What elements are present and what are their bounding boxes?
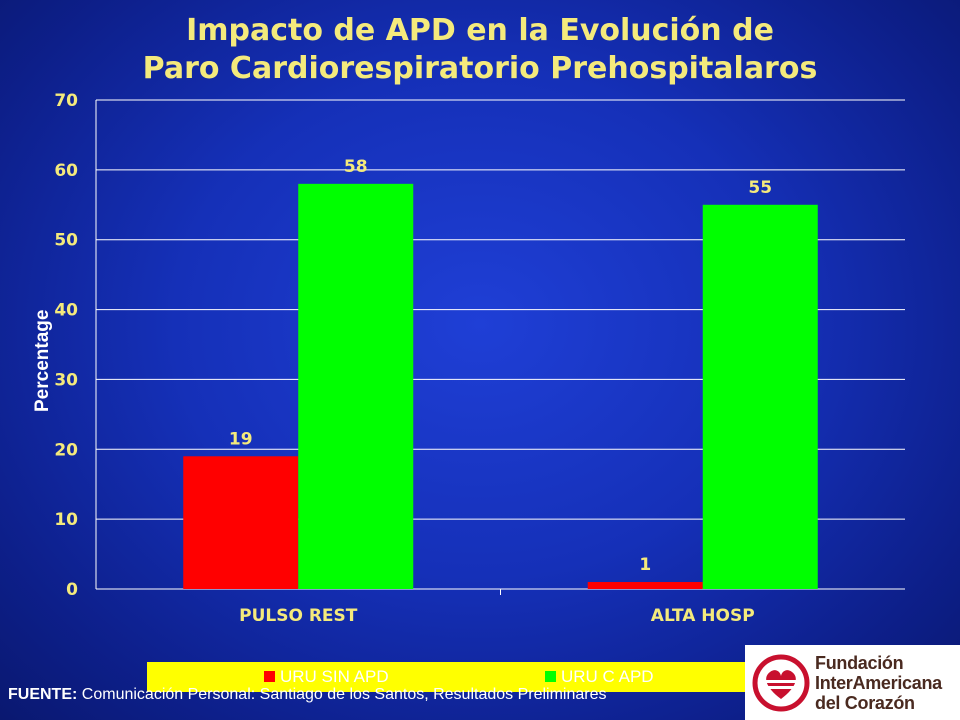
legend-label-uru-sin-apd: URU SIN APD (280, 667, 389, 686)
bar-uru-sin-apd-alta-hosp (587, 582, 703, 589)
foundation-logo: Fundación InterAmericana del Corazón (745, 645, 960, 720)
y-tick-label: 10 (54, 510, 78, 530)
y-tick-label: 0 (66, 580, 78, 600)
x-tick-label: ALTA HOSP (651, 606, 755, 626)
legend-label-uru-c-apd: URU C APD (561, 667, 654, 686)
logo-line-1: Fundación (815, 653, 904, 673)
chart-title-line-2: Paro Cardiorespiratorio Prehospitalaros (142, 51, 818, 86)
logo-line-2: InterAmericana (815, 673, 942, 693)
y-axis-label: Percentage (32, 309, 53, 412)
source-text: Comunicación Personal: Santiago de los S… (81, 686, 607, 703)
y-tick-label: 30 (54, 370, 78, 390)
source-prefix: FUENTE: (8, 686, 78, 703)
data-label: 55 (748, 178, 772, 198)
data-label: 1 (639, 555, 651, 575)
x-tick-label: PULSO REST (239, 606, 358, 626)
legend-item-uru-sin-apd: URU SIN APD (264, 666, 389, 688)
data-label: 19 (229, 429, 253, 449)
y-tick-label: 40 (54, 301, 78, 321)
y-tick-label: 50 (54, 231, 78, 251)
legend-item-uru-c-apd: URU C APD (545, 666, 654, 688)
logo-text: Fundación InterAmericana del Corazón (815, 653, 942, 713)
bar-uru-c-apd-alta-hosp (702, 204, 818, 590)
bar-uru-c-apd-pulso-rest (298, 183, 414, 590)
y-tick-label: 20 (54, 440, 78, 460)
logo-line-3: del Corazón (815, 693, 915, 713)
legend: URU SIN APD URU C APD (147, 662, 797, 692)
heart-logo-icon (752, 654, 810, 712)
y-tick-label: 70 (54, 91, 78, 111)
legend-swatch-green (545, 671, 556, 682)
source-note: FUENTE: Comunicación Personal: Santiago … (8, 686, 607, 704)
data-label: 58 (344, 157, 368, 177)
bar-uru-sin-apd-pulso-rest (183, 456, 299, 589)
y-tick-label: 60 (54, 161, 78, 181)
chart-title: Impacto de APD en la Evolución de Paro C… (0, 12, 960, 88)
chart-title-line-1: Impacto de APD en la Evolución de (186, 13, 774, 48)
legend-swatch-red (264, 671, 275, 682)
